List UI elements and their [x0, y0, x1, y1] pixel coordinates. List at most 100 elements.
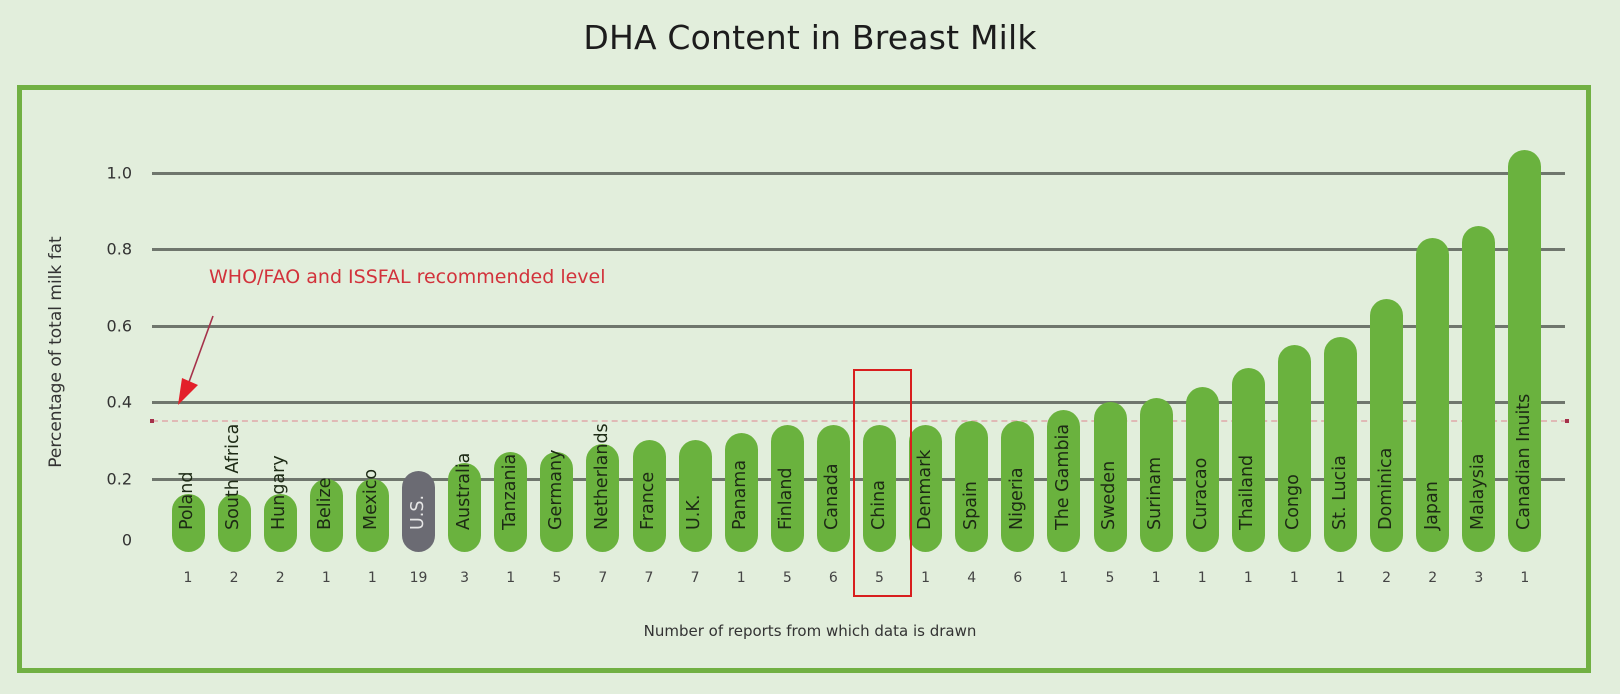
bar-label: Congo	[1283, 474, 1304, 530]
bar-label: Belize	[315, 477, 336, 530]
report-count: 19	[409, 570, 428, 586]
x-axis-label: Number of reports from which data is dra…	[643, 622, 977, 640]
china-highlight-box	[853, 369, 912, 597]
chart-title: DHA Content in Breast Milk	[583, 18, 1037, 57]
report-count: 1	[736, 570, 746, 586]
bar-label: Sweden	[1099, 460, 1119, 530]
bar-label: France	[638, 471, 658, 530]
bar-spain	[955, 421, 989, 552]
report-count: 6	[1013, 570, 1023, 586]
bar-germany	[540, 451, 574, 552]
report-count: 1	[321, 570, 331, 586]
gridline	[152, 401, 1565, 404]
bar-st-lucia	[1324, 336, 1357, 552]
report-count: 7	[690, 570, 700, 586]
report-count: 3	[460, 570, 470, 586]
y-tick-label: 1.0	[106, 163, 132, 182]
bar-label: Finland	[776, 467, 797, 530]
y-tick-label: 0.6	[106, 316, 132, 335]
bar-malaysia	[1462, 226, 1496, 552]
reference-annotation: WHO/FAO and ISSFAL recommended level	[209, 266, 606, 288]
bar-france	[632, 440, 666, 552]
bar-denmark	[909, 424, 943, 552]
bar-surinam	[1139, 398, 1173, 552]
report-count: 2	[1382, 570, 1392, 586]
report-count: 1	[506, 570, 516, 586]
bar-label: Curacao	[1191, 457, 1212, 530]
bar-the-gambia	[1047, 409, 1081, 552]
bar-label: Japan	[1421, 481, 1442, 530]
report-count: 7	[598, 570, 608, 586]
bar-tanzania	[494, 451, 528, 552]
report-count: 1	[1059, 570, 1069, 586]
bar-dominica	[1370, 298, 1404, 552]
bar-panama	[724, 432, 758, 552]
bar-belize	[309, 478, 343, 552]
bar-label: South Africa	[223, 423, 244, 530]
report-count: 5	[1105, 570, 1115, 586]
gridline	[152, 477, 1565, 481]
report-count: 2	[229, 570, 239, 586]
report-count: 1	[367, 570, 377, 586]
bar-label: Thailand	[1237, 454, 1258, 530]
bar-label: The Gambia	[1052, 423, 1073, 530]
report-count: 6	[828, 570, 838, 586]
bar-sweden	[1093, 402, 1127, 552]
bar-curacao	[1185, 386, 1219, 552]
report-count: 2	[1428, 570, 1438, 586]
bar-thailand	[1231, 367, 1265, 552]
gridline	[152, 171, 1565, 175]
bar-label: Malaysia	[1467, 453, 1488, 530]
reference-line-endpoint	[150, 419, 154, 424]
bar-label: Poland	[177, 471, 197, 530]
bar-label: Germany	[545, 449, 566, 530]
report-count: 1	[1197, 570, 1207, 586]
bar-label: Spain	[960, 481, 981, 530]
report-count: 1	[921, 570, 931, 586]
report-count: 2	[275, 570, 285, 586]
gridline	[152, 324, 1565, 328]
y-tick-label: 0.2	[106, 469, 132, 488]
y-tick-label: 0	[121, 530, 132, 550]
gridline	[152, 248, 1565, 251]
chart-frame	[17, 85, 1591, 673]
bar-finland	[770, 424, 804, 552]
bar-label: Canadian Inuits	[1513, 393, 1534, 530]
report-count: 1	[1289, 570, 1299, 586]
bar-japan	[1416, 237, 1450, 552]
bar-u-k	[678, 440, 712, 552]
report-count: 1	[183, 570, 193, 586]
bar-label: Canada	[822, 463, 843, 530]
report-count: 1	[1520, 570, 1530, 586]
report-count: 1	[1151, 570, 1161, 586]
report-count: 1	[1336, 570, 1345, 586]
bar-u-s	[402, 470, 435, 552]
bar-label: U.S.	[407, 494, 428, 530]
bar-label: St. Lucia	[1329, 455, 1350, 530]
bar-label: Tanzania	[499, 453, 520, 530]
bar-netherlands	[586, 444, 620, 552]
bar-label: Hungary	[269, 455, 290, 530]
bar-australia	[448, 463, 482, 552]
bar-mexico	[355, 478, 389, 552]
bar-label: Netherlands	[591, 423, 612, 530]
report-count: 5	[782, 570, 792, 586]
report-count: 1	[1243, 570, 1253, 586]
y-tick-label: 0.8	[106, 239, 132, 259]
bar-congo	[1277, 344, 1311, 552]
bar-nigeria	[1001, 421, 1035, 552]
bar-hungary	[263, 493, 297, 552]
report-count: 7	[644, 570, 654, 586]
report-count: 4	[967, 570, 977, 586]
y-axis-label-text: Percentage of total milk fat	[46, 236, 66, 468]
report-count: 5	[552, 570, 562, 586]
bar-label: Nigeria	[1006, 467, 1027, 530]
bar-label: Panama	[730, 459, 751, 530]
bar-label: Denmark	[914, 449, 935, 530]
bar-label: U.K.	[684, 494, 705, 530]
bar-south-africa	[217, 493, 251, 552]
y-tick-label: 0.4	[106, 392, 132, 412]
bar-china	[863, 424, 896, 552]
bar-label: Australia	[453, 452, 474, 530]
bar-label: Mexico	[361, 468, 382, 530]
